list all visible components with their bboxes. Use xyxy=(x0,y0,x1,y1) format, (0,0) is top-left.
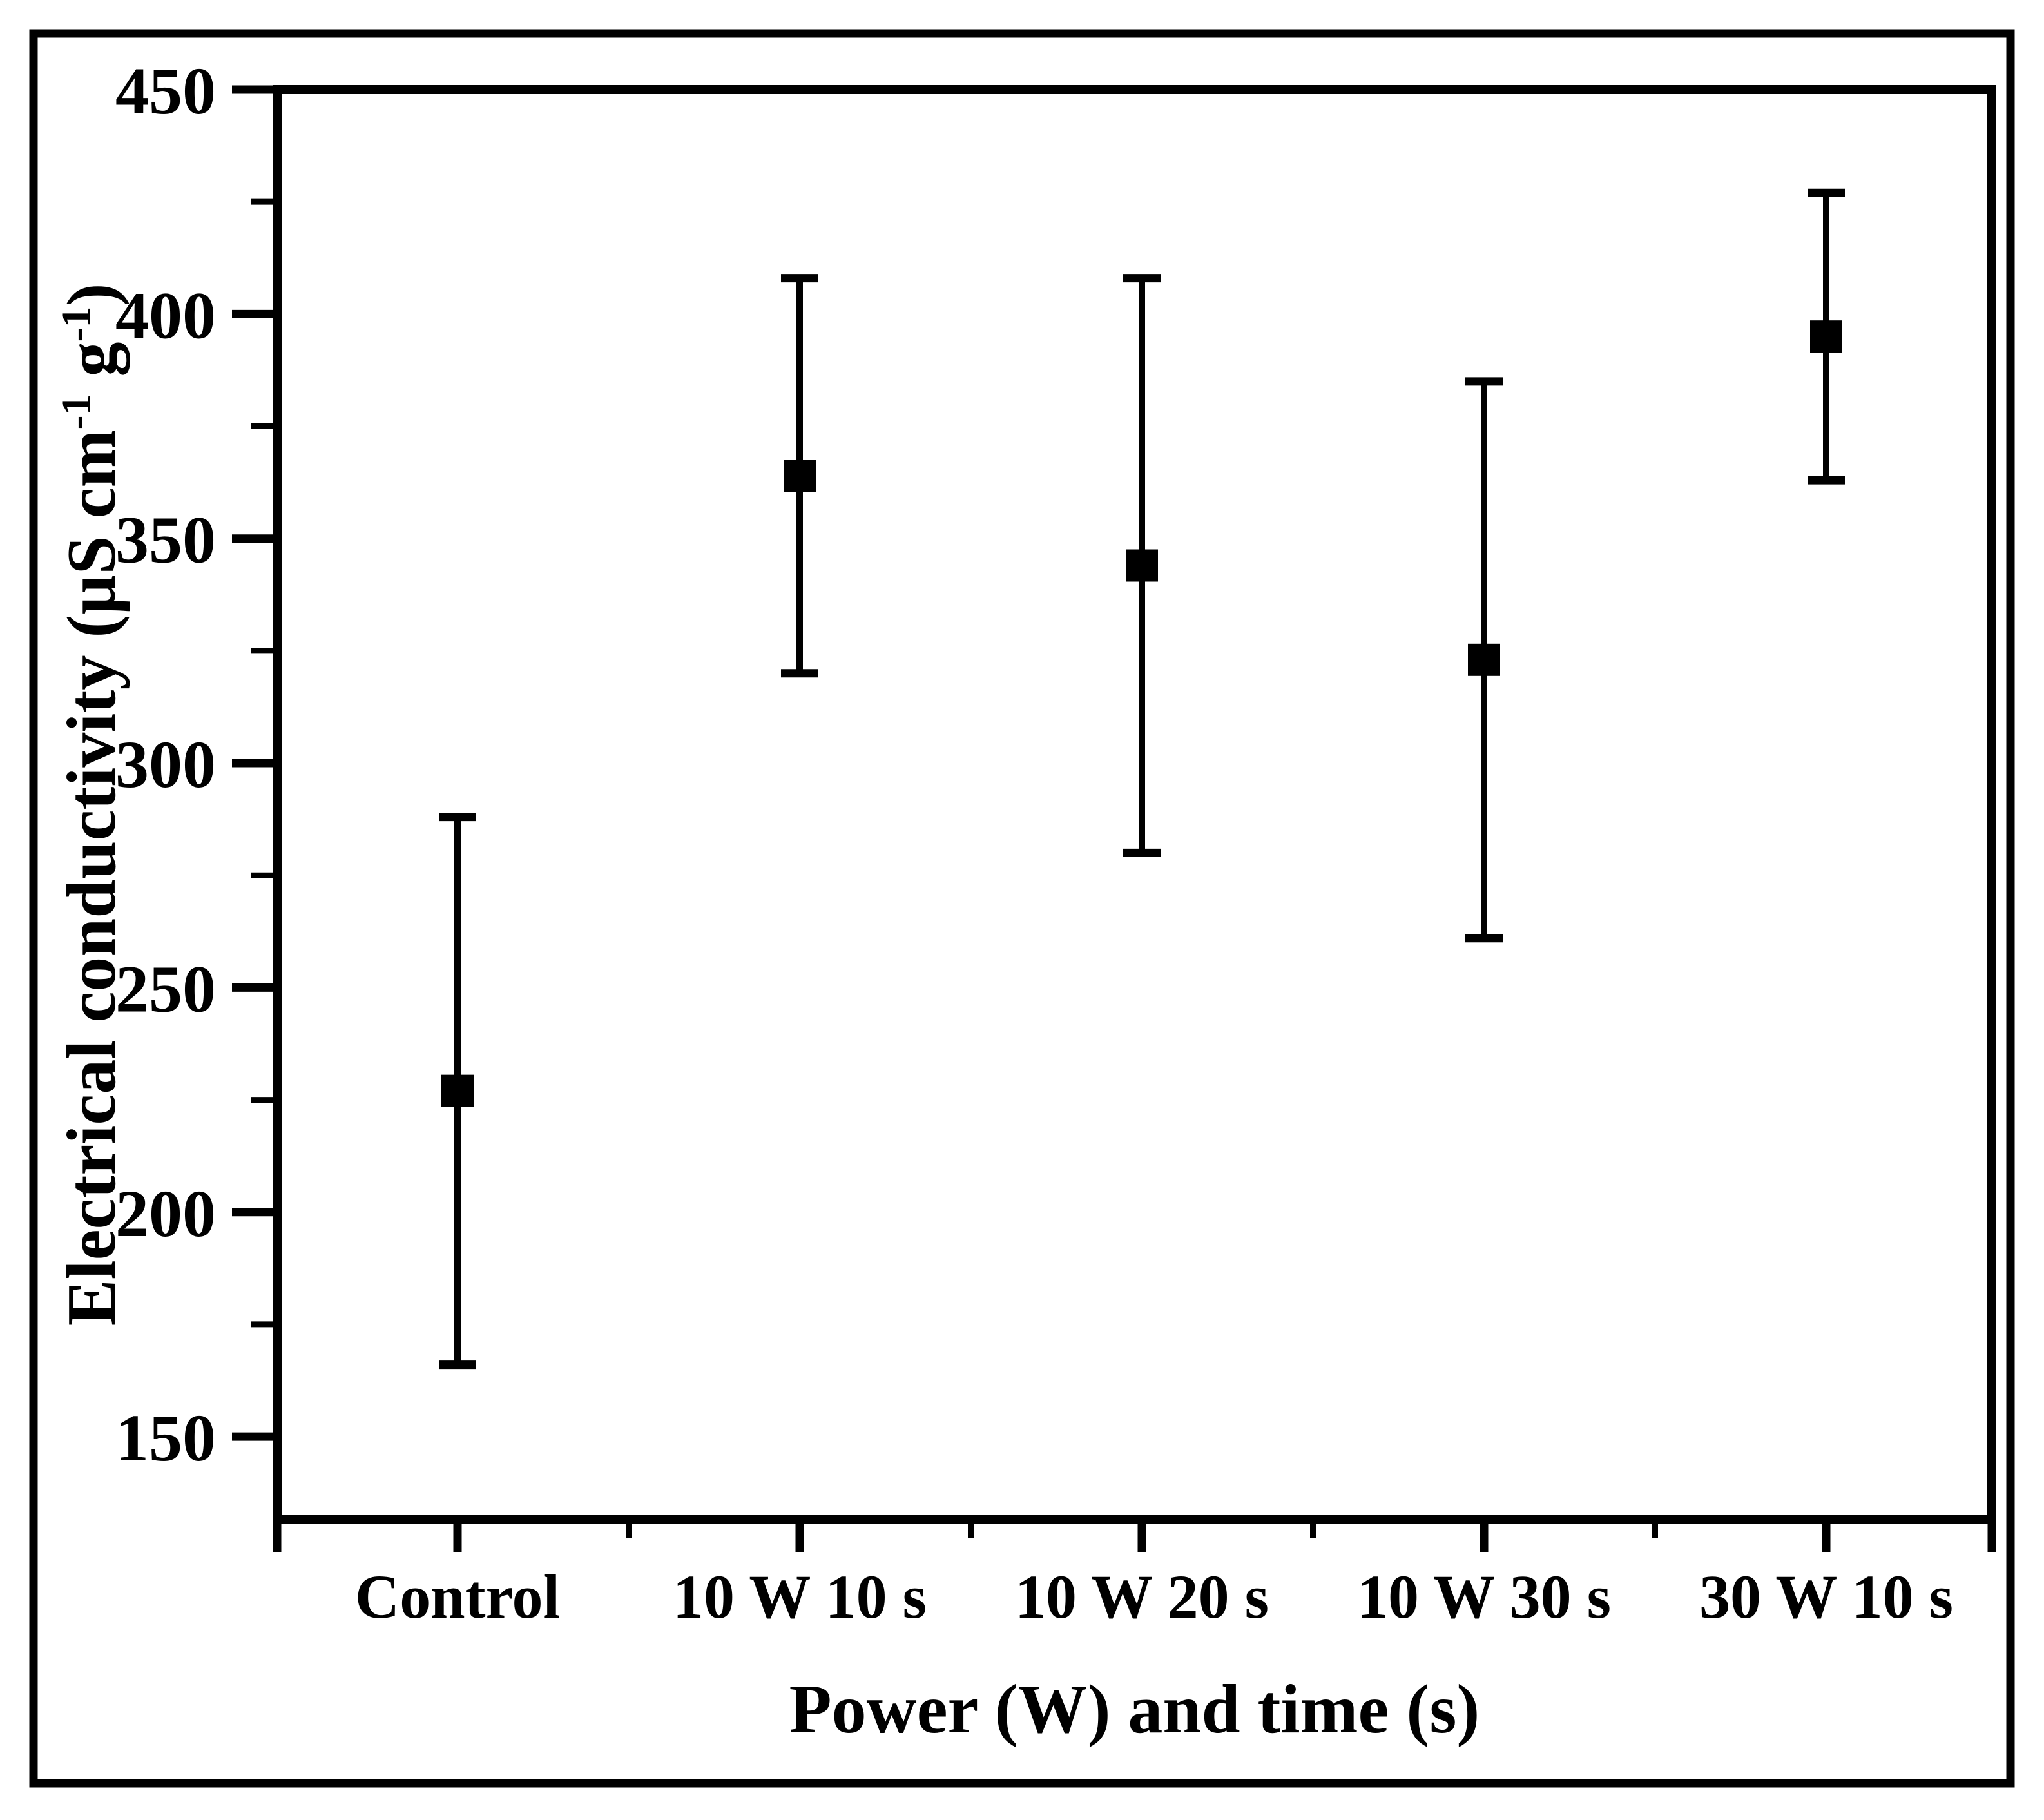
x-tick-label: 30 W 10 s xyxy=(1699,1562,1953,1631)
y-axis-title: Electrical conductivity (µS cm-1 g-1) xyxy=(53,284,130,1326)
x-tick-label: 10 W 20 s xyxy=(1015,1562,1269,1631)
outer-border xyxy=(29,29,2015,1788)
y-tick-label: 300 xyxy=(115,728,216,802)
x-tick-label: Control xyxy=(355,1562,560,1631)
y-tick-label: 200 xyxy=(115,1177,216,1251)
x-tick-label: 10 W 30 s xyxy=(1357,1562,1611,1631)
data-point-marker xyxy=(1468,643,1500,676)
y-tick-label: 450 xyxy=(115,54,216,128)
data-point-marker xyxy=(784,460,816,492)
data-point-marker xyxy=(1126,549,1158,582)
x-axis-title: Power (W) and time (s) xyxy=(789,1671,1480,1748)
x-tick-label: 10 W 10 s xyxy=(673,1562,927,1631)
y-axis-title-segment: ) xyxy=(53,284,130,307)
y-axis-title-segment: g xyxy=(53,342,130,394)
data-point-marker xyxy=(1810,320,1842,353)
y-axis-title-segment: Electrical conductivity (µS cm xyxy=(53,430,130,1326)
y-tick-label: 150 xyxy=(115,1401,216,1475)
y-tick-label: 400 xyxy=(115,278,216,353)
plot-frame xyxy=(273,85,1996,1524)
y-tick-label: 350 xyxy=(115,503,216,577)
y-tick-label: 250 xyxy=(115,952,216,1026)
data-point-marker xyxy=(441,1074,474,1107)
y-axis-title-superscript: -1 xyxy=(53,307,100,342)
y-axis-title-superscript: -1 xyxy=(53,394,100,430)
